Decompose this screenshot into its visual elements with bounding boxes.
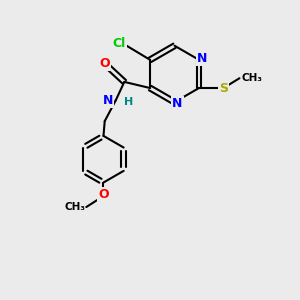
Text: CH₃: CH₃: [242, 73, 263, 83]
Text: CH₃: CH₃: [64, 202, 85, 212]
Text: N: N: [172, 97, 183, 110]
Text: S: S: [219, 82, 228, 94]
Text: O: O: [99, 58, 110, 70]
Text: H: H: [124, 97, 134, 106]
Text: N: N: [102, 94, 113, 107]
Text: Cl: Cl: [113, 38, 126, 50]
Text: N: N: [197, 52, 207, 65]
Text: O: O: [98, 188, 109, 201]
